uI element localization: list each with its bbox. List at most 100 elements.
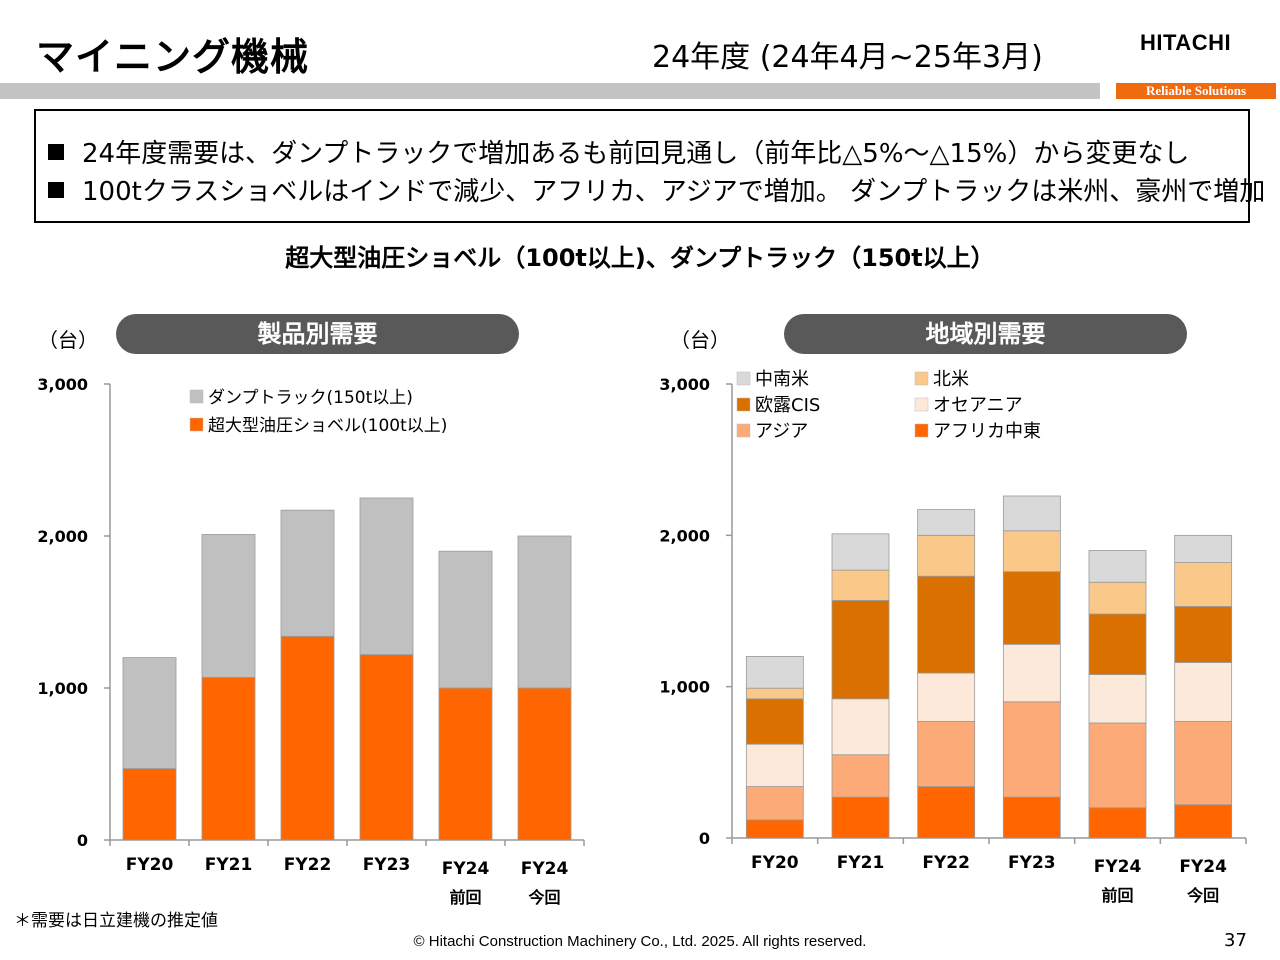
summary-bullet: 24年度需要は、ダンプトラックで増加あるも前回見通し（前年比△5%～△15%）か…: [48, 133, 1189, 170]
bar-segment: [1002, 643, 1061, 703]
product-demand-chart: 3,000 2,000 1,000 0 FY20 FY21 FY22 FY23 FY24 前回 FY…: [37, 375, 585, 907]
left-chart-title: 製品別需要: [116, 314, 519, 354]
y-tick-label: 3,000: [659, 375, 710, 394]
header-divider: [0, 83, 1100, 99]
x-tick-label: FY22: [922, 853, 970, 873]
y-tick-label: 2,000: [659, 526, 710, 545]
bar-segment: [1088, 722, 1147, 809]
legend-label: 北米: [933, 369, 969, 390]
bar-segment: [917, 672, 976, 722]
legend-swatch: [736, 423, 751, 438]
legend-label: 超大型油圧ショベル(100t以上): [208, 416, 447, 436]
y-tick-label: 1,000: [37, 679, 88, 698]
x-tick-label: FY23: [1008, 853, 1056, 873]
y-tick-label: 0: [77, 831, 88, 850]
x-tick-label: FY24: [521, 859, 569, 879]
x-tick-label: FY24: [442, 859, 490, 879]
bar-segment: [201, 534, 256, 678]
bar-segment: [1002, 571, 1061, 645]
bar-segment: [122, 768, 177, 841]
page-number: 37: [1224, 930, 1247, 951]
bar-segment: [1174, 606, 1233, 663]
x-tick-sublabel: 前回: [1101, 886, 1133, 905]
legend-swatch: [189, 417, 204, 432]
summary-bullet: 100tクラスショベルはインドで減少、アフリカ、アジアで増加。 ダンプトラックは…: [48, 171, 1265, 208]
bar-segment: [1088, 550, 1147, 583]
left-chart-unit: （台）: [38, 328, 98, 352]
bar-segment: [745, 786, 804, 821]
y-tick-label: 1,000: [659, 678, 710, 697]
bar-segment: [917, 509, 976, 536]
legend-swatch: [914, 371, 929, 386]
x-tick-sublabel: 今回: [1186, 886, 1219, 905]
x-tick-label: FY24: [1179, 857, 1227, 877]
bar-segment: [359, 497, 414, 655]
x-tick-label: FY22: [284, 855, 332, 875]
bar-segment: [1088, 613, 1147, 675]
legend-swatch: [189, 389, 204, 404]
y-tick-label: 0: [699, 829, 710, 848]
bar-segment: [1174, 804, 1233, 839]
bar-segment: [745, 687, 804, 700]
summary-text: 24年度需要は、ダンプトラックで増加あるも前回見通し（前年比△5%～△15%）か…: [82, 139, 1190, 169]
bar-segment: [745, 819, 804, 839]
bar-segment: [1174, 534, 1233, 563]
bar-segment: [831, 569, 890, 601]
bar-segment: [831, 600, 890, 700]
x-tick-label: FY21: [205, 855, 253, 875]
legend-label: オセアニア: [933, 395, 1023, 416]
square-bullet-icon: [48, 144, 64, 160]
legend-label: アフリカ中東: [933, 421, 1041, 442]
bar-segment: [438, 550, 493, 689]
right-chart-title: 地域別需要: [784, 314, 1187, 354]
bar-segment: [280, 509, 335, 637]
bar-segment: [1002, 701, 1061, 798]
bar-segment: [745, 656, 804, 689]
bar-segment: [1174, 562, 1233, 607]
legend-label: ダンプトラック(150t以上): [208, 388, 413, 408]
bar-segment: [1002, 530, 1061, 573]
bar-segment: [1174, 662, 1233, 722]
bar-segment: [1088, 807, 1147, 839]
x-tick-label: FY24: [1094, 857, 1142, 877]
copyright: © Hitachi Construction Machinery Co., Lt…: [413, 933, 867, 950]
bar-segment: [1174, 721, 1233, 806]
bar-segment: [1002, 796, 1061, 839]
bar-segment: [831, 533, 890, 571]
y-tick-label: 2,000: [37, 527, 88, 546]
bar-segment: [917, 575, 976, 674]
x-tick-sublabel: 今回: [527, 888, 560, 907]
legend-swatch: [736, 371, 751, 386]
x-tick-label: FY20: [126, 855, 174, 875]
x-tick-label: FY23: [363, 855, 411, 875]
charts-subtitle: 超大型油圧ショベル（100t以上)、ダンプトラック（150t以上）: [285, 244, 995, 272]
bar-segment: [517, 687, 572, 841]
bar-segment: [917, 534, 976, 577]
bar-segment: [438, 687, 493, 841]
hitachi-logo: HITACHI: [1140, 30, 1232, 55]
bar-segment: [517, 535, 572, 689]
x-tick-label: FY21: [837, 853, 885, 873]
page-title: マイニング機械: [36, 35, 310, 79]
bar-segment: [831, 754, 890, 798]
bar-segment: [831, 698, 890, 756]
legend-label: 欧露CIS: [755, 395, 820, 416]
y-tick-label: 3,000: [37, 375, 88, 394]
bar-segment: [917, 786, 976, 839]
bar-segment: [201, 676, 256, 841]
bar-segment: [831, 796, 890, 839]
bar-segment: [745, 743, 804, 787]
legend-swatch: [736, 397, 751, 412]
square-bullet-icon: [48, 182, 64, 198]
legend-label: アジア: [755, 421, 808, 442]
tagline-badge: Reliable Solutions: [1116, 83, 1276, 99]
bar-segment: [1088, 581, 1147, 615]
footnote: ＊需要は日立建機の推定値: [14, 911, 218, 931]
bar-segment: [1002, 495, 1061, 532]
legend-label: 中南米: [755, 369, 809, 390]
bar-segment: [745, 698, 804, 745]
fiscal-period: 24年度 (24年4月~25年3月): [652, 40, 1043, 75]
summary-box: 24年度需要は、ダンプトラックで増加あるも前回見通し（前年比△5%～△15%）か…: [34, 109, 1265, 223]
bar-segment: [917, 721, 976, 787]
